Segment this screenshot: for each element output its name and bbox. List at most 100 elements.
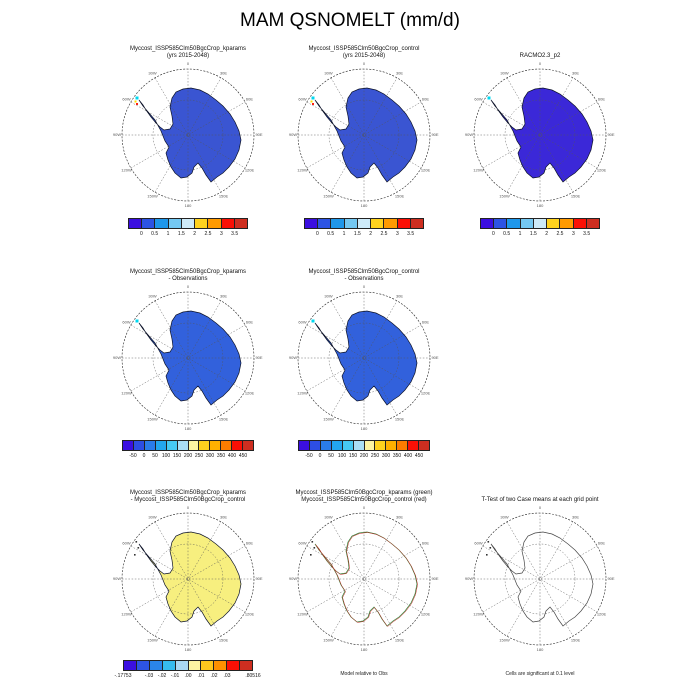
grid-latitude-circle	[328, 322, 400, 394]
panel-title: Myccost_ISSP585Clm50BgcCrop_control - Ob…	[276, 261, 452, 283]
panel-title-line1: Myccost_ISSP585Clm50BgcCrop_kparams (gre…	[295, 490, 433, 496]
colorbar-tick-label: 50	[328, 453, 334, 459]
colorbar-box	[188, 661, 202, 670]
colorbar-box	[371, 219, 385, 228]
colorbar-tick-label: 0.5	[327, 231, 335, 237]
antarctica-map: 0 30E 60E 90E 120E 150E 180 150W 120W 90W 60W 30W	[113, 61, 263, 208]
colorbar-box	[155, 441, 167, 450]
colorbar-tick-label: 250	[194, 453, 204, 459]
panel-title-line1: Myccost_ISSP585Clm50BgcCrop_control	[308, 46, 420, 52]
grid-meridian	[154, 300, 222, 416]
colorbar-melt-1: 0 0.5 1 1.5 2 2.5 3 3.5	[128, 218, 248, 242]
compass-label: 30W	[148, 294, 156, 299]
model-relative-note: Model relative to Obs	[340, 671, 388, 677]
melt-cell-speck	[311, 541, 314, 543]
colorbar-box	[208, 219, 222, 228]
colorbar-tick-label: 2.5	[380, 231, 388, 237]
colorbar-tick-label: 3	[571, 231, 575, 237]
grid-latitude-circle	[152, 322, 224, 394]
colorbar-box	[162, 661, 176, 670]
colorbar-box	[397, 219, 411, 228]
colorbar-tick-label: 0.5	[503, 231, 511, 237]
colorbar-box	[144, 441, 156, 450]
panel-r3-overlay: Myccost_ISSP585Clm50BgcCrop_kparams (gre…	[276, 482, 452, 654]
continent-outline-red	[315, 532, 418, 627]
panel-title: Myccost_ISSP585Clm50BgcCrop_kparams - My…	[100, 482, 276, 504]
grid-meridian	[482, 545, 598, 613]
compass-label: 90E	[607, 576, 614, 581]
colorbar-tick-label: .01	[197, 673, 205, 679]
continent-outline	[314, 87, 418, 183]
colorbar-tick-label: 2.5	[204, 231, 212, 237]
grid-meridian	[506, 521, 574, 637]
colorbar-tick-label: 1.5	[529, 231, 537, 237]
colorbar-gradient	[122, 440, 254, 451]
grid-meridian	[482, 101, 598, 169]
compass-label: 30E	[220, 71, 227, 76]
compass-label: 120E	[421, 168, 431, 173]
compass-label: 30W	[324, 294, 332, 299]
compass-label: 60E	[246, 541, 253, 546]
grid-meridian	[506, 77, 574, 193]
colorbar-box	[494, 219, 508, 228]
colorbar-box	[586, 219, 599, 228]
colorbar-tick-label: 0	[315, 231, 319, 237]
compass-label: 90W	[289, 355, 297, 360]
compass-label: 60W	[122, 541, 130, 546]
panel-title: RACMO2.3_p2	[452, 38, 628, 60]
grid-latitude-circle	[328, 543, 400, 615]
antarctica-map: 0 30E 60E 90E 120E 150E 180 150W 120W 90W 60W 30W	[289, 61, 439, 208]
colorbar-tick-label: 3	[219, 231, 223, 237]
map-disc	[298, 513, 430, 645]
colorbar-tick-label: 2	[193, 231, 197, 237]
melt-cell-speck	[135, 541, 138, 543]
melt-cell-speck	[487, 541, 490, 543]
compass-label: 90E	[255, 576, 262, 581]
colorbar-box	[410, 219, 423, 228]
colorbar-box	[175, 661, 189, 670]
colorbar-box	[344, 219, 358, 228]
melt-cell-speck	[312, 103, 314, 105]
colorbar-box	[364, 441, 376, 450]
compass-label: 120E	[421, 391, 431, 396]
compass-label: 120W	[473, 168, 484, 173]
panel-title: Myccost_ISSP585Clm50BgcCrop_kparams (yrs…	[100, 38, 276, 60]
compass-label: 90E	[607, 132, 614, 137]
panel-title: Myccost_ISSP585Clm50BgcCrop_kparams (gre…	[276, 482, 452, 504]
compass-label: 0	[539, 61, 542, 66]
compass-label: 90W	[289, 576, 297, 581]
compass-label: 0	[363, 505, 366, 510]
compass-label: 120W	[297, 168, 308, 173]
colorbar-box	[309, 441, 321, 450]
colorbar-tick-label: 2.5	[556, 231, 564, 237]
colorbar-tick-label: 1.5	[177, 231, 185, 237]
compass-label: 0	[187, 61, 190, 66]
colorbar-tick-label: 3.5	[583, 231, 591, 237]
compass-label: 120W	[121, 391, 132, 396]
map-boundary-circle	[121, 68, 255, 202]
colorbar-box	[221, 441, 233, 450]
colorbar-diff-obs-1: -50 0 50 100 150 200 250 300 350 400 450	[122, 440, 254, 464]
compass-label: 0	[363, 284, 366, 289]
grid-latitude-circle	[504, 543, 576, 615]
colorbar-tick-label: 350	[392, 453, 402, 459]
compass-label: 90W	[113, 132, 121, 137]
colorbar-box	[234, 219, 247, 228]
grid-meridian	[306, 324, 422, 392]
colorbar-tick-label: 2	[545, 231, 549, 237]
grid-meridian	[330, 300, 398, 416]
compass-label: 150E	[571, 194, 581, 199]
panel-title-line1: Myccost_ISSP585Clm50BgcCrop_kparams	[129, 269, 247, 275]
colorbar-box	[221, 219, 235, 228]
colorbar-tick-label: .80516	[245, 673, 261, 679]
grid-meridian	[306, 545, 422, 613]
colorbar-box	[214, 661, 228, 670]
compass-label: 150W	[323, 194, 334, 199]
compass-label: 120W	[297, 391, 308, 396]
colorbar-tick-label: 3.5	[407, 231, 415, 237]
compass-label: 60W	[298, 97, 306, 102]
compass-label: 150E	[219, 638, 229, 643]
colorbar-tick-label: 1	[342, 231, 346, 237]
panel-title: Myccost_ISSP585Clm50BgcCrop_kparams - Ob…	[100, 261, 276, 283]
